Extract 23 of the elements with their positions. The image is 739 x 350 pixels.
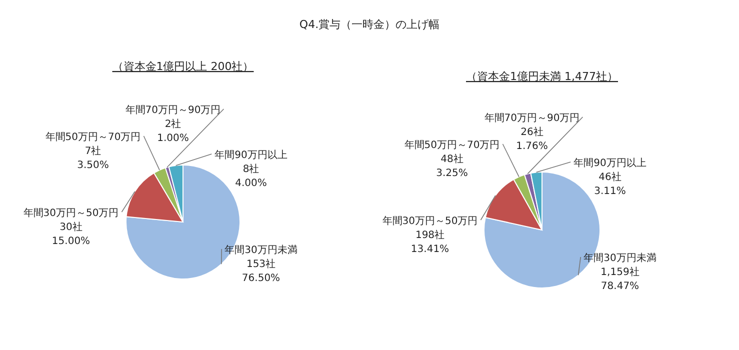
slice-label: 年間30万円未満	[584, 252, 656, 264]
slice-label: 年間50万円～70万円	[404, 139, 500, 151]
data-label: 30社 15.00%	[52, 221, 90, 247]
data-label: 1,159社 78.47%	[600, 266, 640, 292]
data-label: 26社 1.76%	[516, 126, 548, 152]
data-label: 48社 3.25%	[436, 153, 468, 179]
slice-label: 年間90万円以上	[574, 157, 646, 169]
slice-label: 年間70万円～90万円	[484, 112, 580, 124]
slice-label: 年間50万円～70万円	[45, 131, 141, 143]
text: Q4.賞与（一時金）の上げ幅	[299, 18, 440, 31]
data-label: 46社 3.11%	[594, 171, 626, 197]
data-label: 2社 1.00%	[157, 118, 189, 144]
slice-label: 年間30万円～50万円	[23, 207, 119, 219]
data-label: 153社 76.50%	[242, 258, 280, 284]
slice-label: 年間90万円以上	[214, 149, 288, 161]
slice-label: 年間30万円～50万円	[382, 215, 478, 227]
data-label: 198社 13.41%	[410, 229, 450, 255]
slice-label: 年間30万円未満	[224, 244, 298, 256]
data-label: 8社 4.00%	[235, 163, 267, 189]
data-label: 7社 3.50%	[77, 145, 109, 171]
slice-label: 年間70万円～90万円	[125, 104, 221, 116]
chart-subtitle: （資本金1億円未満 1,477社）	[466, 70, 618, 83]
chart-subtitle: （資本金1億円以上 200社）	[112, 60, 254, 73]
